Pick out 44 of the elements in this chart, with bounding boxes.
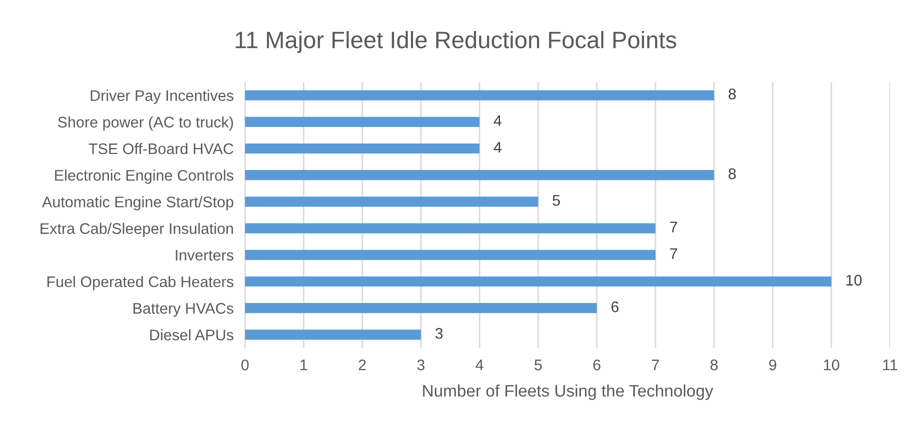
bar bbox=[245, 303, 597, 314]
x-tick-label: 11 bbox=[883, 360, 898, 370]
bar bbox=[245, 170, 714, 180]
y-tick-label: Extra Cab/Sleeper Insulation bbox=[40, 222, 233, 238]
data-label: 7 bbox=[670, 248, 678, 259]
bar bbox=[245, 276, 832, 287]
data-label: 5 bbox=[552, 195, 560, 206]
bar bbox=[245, 223, 656, 234]
x-tick-label: 6 bbox=[593, 360, 600, 370]
y-tick-label: Diesel APUs bbox=[150, 329, 234, 340]
bar bbox=[245, 90, 714, 100]
x-tick-label: 9 bbox=[769, 360, 776, 370]
x-tick-label: 10 bbox=[824, 360, 840, 370]
data-label: 10 bbox=[846, 274, 862, 286]
data-label: 6 bbox=[611, 301, 619, 312]
y-tick-label: Driver Pay Incentives bbox=[90, 90, 234, 104]
y-tick-label: TSE Off-Board HVAC bbox=[88, 142, 234, 154]
data-label: 3 bbox=[435, 328, 443, 339]
x-tick-label: 0 bbox=[241, 360, 249, 370]
data-label: 8 bbox=[728, 88, 736, 100]
y-tick-label: Battery HVACs bbox=[134, 302, 234, 317]
y-tick-label: Electronic Engine Controls bbox=[55, 170, 234, 184]
x-tick-label: 3 bbox=[417, 360, 424, 370]
data-label: 4 bbox=[494, 115, 502, 126]
x-tick-label: 5 bbox=[534, 360, 542, 370]
data-label: 8 bbox=[728, 168, 736, 180]
chart-title: 11 Major Fleet Idle Reduction Focal Points bbox=[236, 30, 676, 54]
y-tick-label: Shore power (AC to truck) bbox=[58, 116, 233, 131]
data-label: 7 bbox=[670, 222, 678, 232]
x-tick-label: 7 bbox=[652, 360, 659, 370]
bar bbox=[245, 143, 480, 154]
x-tick-label: 4 bbox=[476, 360, 484, 370]
x-tick-label: 2 bbox=[358, 360, 366, 370]
x-axis-title: Number of Fleets Using the Technology bbox=[423, 384, 714, 400]
data-label: 4 bbox=[494, 142, 502, 152]
y-tick-label: Inverters bbox=[176, 250, 234, 261]
y-tick-label: Fuel Operated Cab Heaters bbox=[47, 276, 234, 290]
x-tick-label: 8 bbox=[710, 360, 718, 370]
bar bbox=[245, 116, 480, 127]
x-tick-label: 1 bbox=[300, 360, 308, 370]
bar bbox=[245, 330, 421, 340]
bar bbox=[245, 250, 656, 260]
y-tick-label: Automatic Engine Start/Stop bbox=[42, 196, 234, 210]
bar bbox=[245, 196, 538, 207]
